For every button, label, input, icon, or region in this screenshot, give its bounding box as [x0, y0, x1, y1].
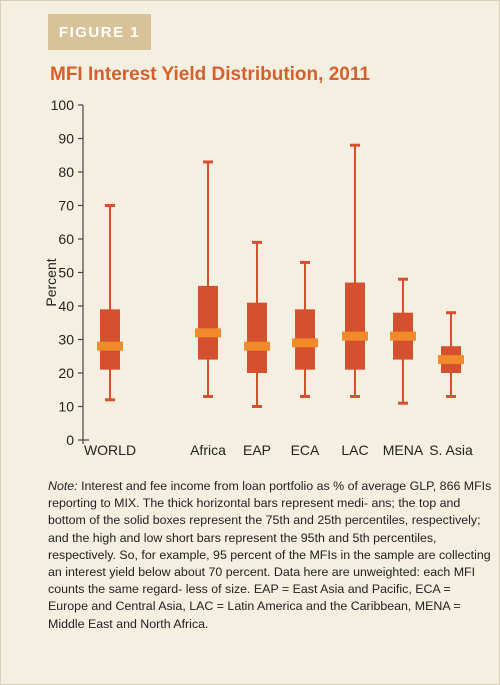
chart-title: MFI Interest Yield Distribution, 2011: [50, 64, 370, 85]
median-bar: [342, 331, 368, 341]
iqr-box: [198, 285, 218, 360]
x-category-label: Africa: [190, 442, 226, 458]
y-axis-label: Percent: [43, 258, 59, 306]
chart-note: Note: Interest and fee income from loan …: [48, 478, 494, 633]
y-tick-label: 20: [58, 365, 74, 381]
y-tick-label: 30: [58, 332, 74, 348]
iqr-box: [345, 282, 365, 370]
median-bar: [244, 341, 270, 351]
figure-label: FIGURE 1: [48, 14, 151, 50]
x-category-label: ECA: [291, 442, 320, 458]
median-bar: [195, 328, 221, 338]
y-tick-label: 40: [58, 298, 74, 314]
y-tick-label: 10: [58, 399, 74, 415]
median-bar: [292, 338, 318, 348]
y-tick-label: 50: [58, 265, 74, 281]
iqr-box: [100, 309, 120, 370]
x-category-label: LAC: [341, 442, 368, 458]
median-bar: [438, 355, 464, 365]
y-tick-label: 60: [58, 231, 74, 247]
box-plot-chart: 0 10 20 30 40 50 60 70 80 90 100 Percent WORLD Africa…: [43, 97, 473, 458]
y-tick-label: 90: [58, 131, 74, 147]
note-text: Interest and fee income from loan portfo…: [48, 479, 492, 631]
y-tick-label: 70: [58, 198, 74, 214]
x-category-label: WORLD: [84, 442, 136, 458]
median-bar: [390, 331, 416, 341]
median-bar: [97, 341, 123, 351]
note-lead: Note:: [48, 479, 78, 493]
y-tick-label: 100: [51, 97, 75, 113]
x-category-label: MENA: [383, 442, 424, 458]
y-tick-label: 80: [58, 164, 74, 180]
x-category-label: EAP: [243, 442, 271, 458]
iqr-box: [247, 302, 267, 373]
x-category-label: S. Asia: [429, 442, 473, 458]
y-tick-label: 0: [66, 432, 74, 448]
